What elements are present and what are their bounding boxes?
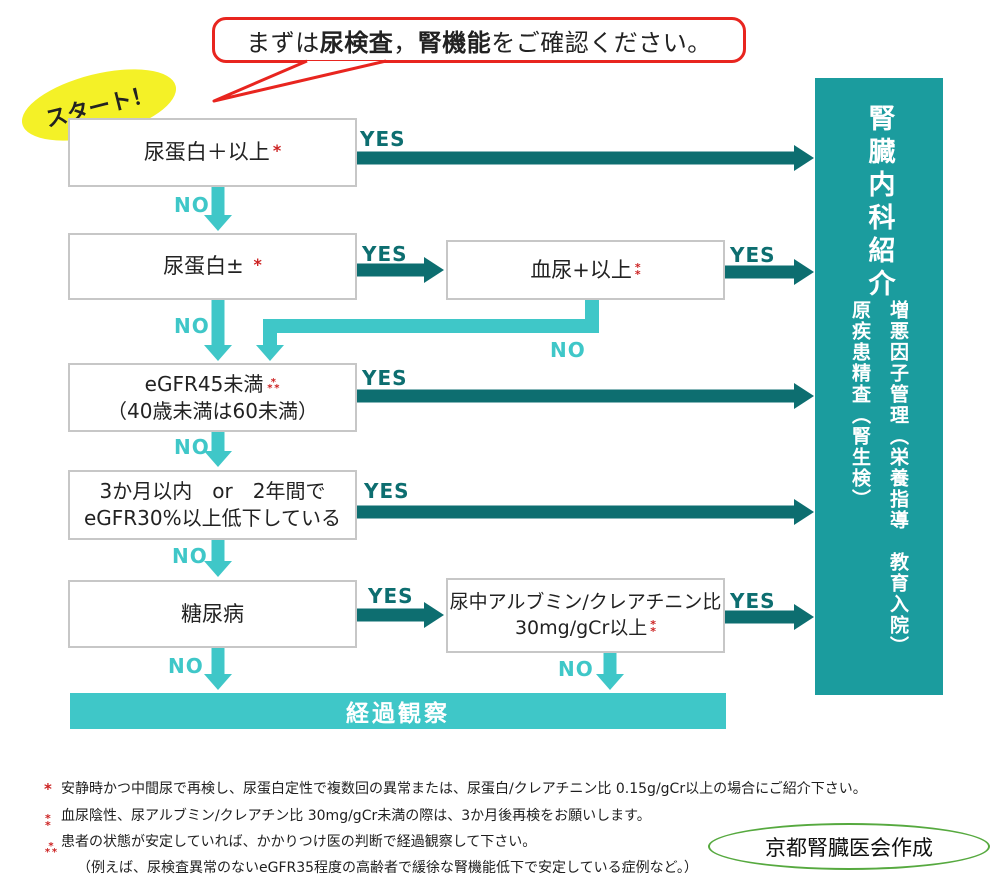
yes-arrow-egfr45 — [357, 383, 814, 409]
node-diabetes: 糖尿病 — [68, 580, 357, 648]
footnote-text: 安静時かつ中間尿で再検し、尿蛋白定性で複数回の異常または、尿蛋白/クレアチニン比… — [61, 781, 867, 797]
yes-arrow-proteinuria-pm — [357, 257, 444, 283]
asterisk-marker: * — [272, 141, 282, 161]
node-egfr45-line1: eGFR45未満 — [144, 371, 264, 396]
node-proteinuria-plus: 尿蛋白＋以上 * — [68, 118, 357, 187]
node-diabetes-text: 糖尿病 — [181, 601, 244, 626]
callout-text-post: をご確認ください。 — [491, 28, 712, 57]
no-label: NO — [172, 544, 208, 568]
yes-label: YES — [362, 366, 408, 390]
asterisk-marker: * — [253, 255, 262, 275]
no-label: NO — [174, 193, 210, 217]
yes-label: YES — [730, 589, 776, 613]
node-hematuria: 血尿+以上 * * — [446, 240, 725, 300]
callout-text-pre: まずは — [246, 28, 320, 57]
node-proteinuria-pm: 尿蛋白± * — [68, 233, 357, 300]
callout-tail-arrow — [212, 59, 387, 103]
no-arrow-hematuria — [256, 300, 599, 361]
node-proteinuria-pm-text: 尿蛋白± — [163, 254, 244, 279]
node-acr-line2: 30mg/gCr以上 — [514, 616, 648, 639]
footnotes-block: * 安静時かつ中間尿で再検し、尿蛋白定性で複数回の異常または、尿蛋白/クレアチニン… — [44, 776, 994, 881]
referral-col-workup: 原疾患精査（腎生検） — [849, 300, 871, 510]
callout-text-bold2: 腎機能 — [417, 28, 492, 57]
yes-arrow-diabetes — [357, 602, 444, 628]
footnote-row: * 安静時かつ中間尿で再検し、尿蛋白定性で複数回の異常または、尿蛋白/クレアチニン… — [44, 776, 994, 803]
no-arrow-proteinuria-plus — [204, 187, 232, 231]
yes-label: YES — [362, 242, 408, 266]
no-label: NO — [550, 338, 586, 362]
yes-arrow-acr — [725, 604, 814, 630]
yes-arrow-proteinuria-plus — [357, 145, 814, 171]
yes-arrow-hematuria — [725, 259, 814, 285]
node-acr: 尿中アルブミン/クレアチニン比 30mg/gCr以上 * * — [446, 578, 725, 653]
no-arrow-egfr45 — [204, 432, 232, 467]
node-egfr45-line2: （40歳未満は60未満） — [107, 398, 318, 423]
footnote-text: （例えば、尿検査異常のないeGFR35程度の高齢者で緩徐な腎機能低下で安定してい… — [77, 860, 698, 876]
no-arrow-diabetes — [204, 648, 232, 690]
yes-label: YES — [364, 479, 410, 503]
footnote-row: * * 血尿陰性、尿アルブミン/クレアチン比 30mg/gCr未満の際は、3か月後再… — [44, 803, 994, 832]
referral-panel: 腎臓内科紹介 増悪因子管理（栄養指導 教育入院） 原疾患精査（腎生検） — [815, 78, 943, 695]
no-label: NO — [168, 654, 204, 678]
node-egfr45: eGFR45未満 * * * （40歳未満は60未満） — [68, 363, 357, 432]
no-label: NO — [558, 657, 594, 681]
referral-title: 腎臓内科紹介 — [863, 104, 895, 302]
node-egfr-decline-line1: 3か月以内 or 2年間で — [99, 479, 326, 503]
credit-ellipse: 京都腎臓医会作成 — [708, 823, 990, 870]
triple-asterisk-marker: * * * — [267, 376, 280, 394]
credit-text: 京都腎臓医会作成 — [765, 835, 933, 860]
node-egfr-decline-line2: eGFR30%以上低下している — [83, 506, 342, 530]
no-label: NO — [174, 314, 210, 338]
node-proteinuria-plus-text: 尿蛋白＋以上 — [143, 140, 270, 165]
node-egfr-decline: 3か月以内 or 2年間で eGFR30%以上低下している — [68, 470, 357, 540]
footnote-marker: * * * — [44, 841, 58, 858]
footnote-row: * * * 患者の状態が安定していれば、かかりつけ医の判断で経過観察して下さい。 — [44, 829, 994, 858]
yes-arrow-egfr-decline — [357, 499, 814, 525]
double-asterisk-marker: * * — [650, 617, 657, 638]
double-asterisk-marker: * * — [634, 260, 641, 281]
callout-text-comma: ， — [393, 28, 418, 57]
yes-label: YES — [360, 127, 406, 151]
no-arrow-acr — [596, 653, 624, 690]
footnote-marker: * * — [45, 812, 51, 832]
node-acr-line1: 尿中アルブミン/クレアチニン比 — [449, 590, 722, 613]
observation-bar: 経過観察 — [70, 693, 726, 729]
observation-bar-label: 経過観察 — [346, 701, 450, 727]
callout-bubble: まずは 尿検査，腎機能 をご確認ください。 — [212, 17, 746, 63]
footnote-text: 血尿陰性、尿アルブミン/クレアチン比 30mg/gCr未満の際は、3か月後再検を… — [61, 808, 651, 824]
no-arrow-egfr-decline — [204, 540, 232, 577]
yes-label: YES — [730, 243, 776, 267]
footnote-text: 患者の状態が安定していれば、かかりつけ医の判断で経過観察して下さい。 — [61, 834, 537, 850]
no-label: NO — [174, 435, 210, 459]
footnote-row: （例えば、尿検査異常のないeGFR35程度の高齢者で緩徐な腎機能低下で安定してい… — [44, 855, 994, 881]
callout-text-bold1: 尿検査 — [319, 28, 394, 57]
footnote-marker: * — [44, 780, 52, 798]
no-arrow-proteinuria-pm — [204, 300, 232, 361]
node-hematuria-text: 血尿+以上 — [530, 257, 632, 282]
yes-label: YES — [368, 584, 414, 608]
referral-col-management: 増悪因子管理（栄養指導 教育入院） — [887, 300, 909, 657]
